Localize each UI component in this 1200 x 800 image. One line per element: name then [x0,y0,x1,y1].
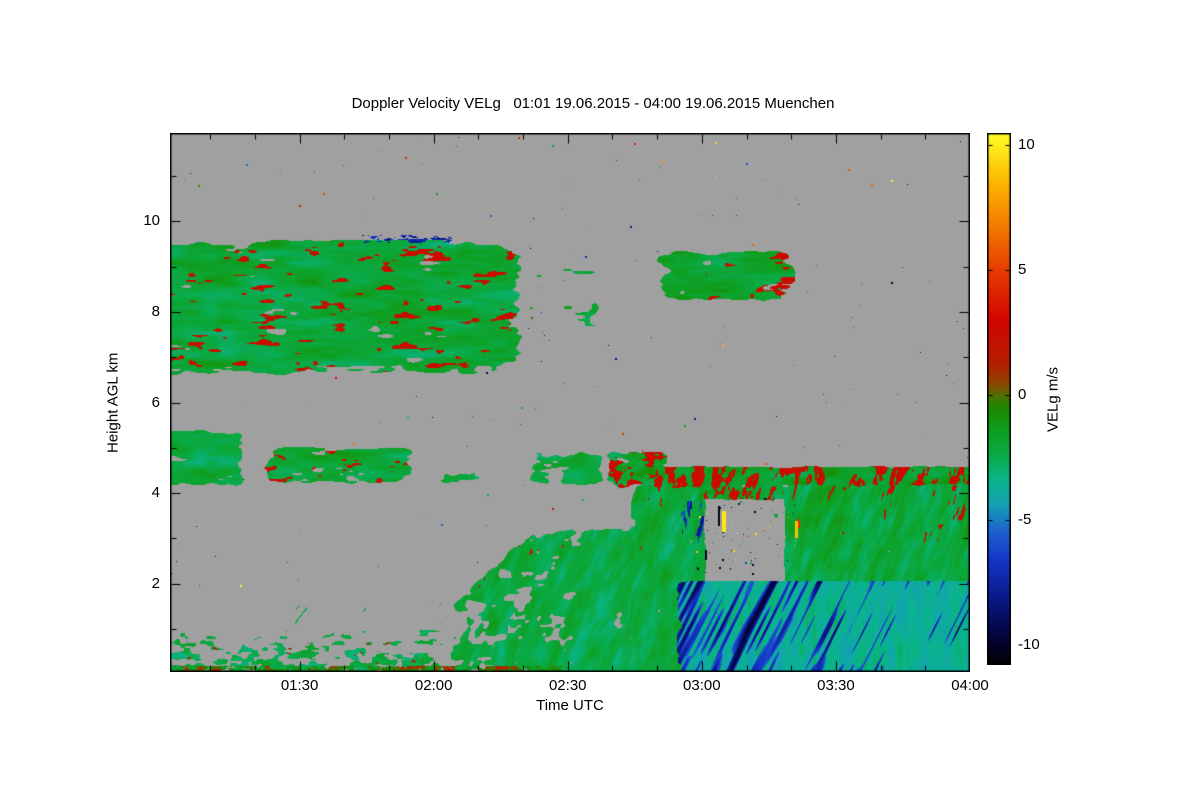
x-axis-label: Time UTC [536,697,604,714]
x-tick-label: 02:00 [414,677,453,694]
x-tick-label: 03:00 [683,677,721,694]
colorbar-tick-label: 10 [1018,136,1035,154]
heatmap-canvas [170,133,970,672]
y-axis-label: Height AGL km [104,352,122,453]
y-tick-label: 6 [151,393,160,411]
y-tick-label: 10 [143,212,160,230]
x-tick-label: 04:00 [951,677,989,694]
colorbar-tick-label: 5 [1018,261,1027,279]
y-tick-label: 8 [151,302,160,320]
colorbar-canvas [987,133,1011,665]
y-tick-label: 2 [151,574,160,592]
chart-title: Doppler Velocity VELg 01:01 19.06.2015 -… [351,95,835,112]
y-tick-label: 4 [151,484,160,502]
heatmap-plot-area [170,133,970,672]
colorbar [987,133,1011,665]
colorbar-tick-label: 0 [1018,386,1027,404]
colorbar-tick-label: -10 [1018,636,1040,654]
x-tick-label: 03:30 [817,677,855,694]
x-tick-label: 01:30 [280,677,319,694]
x-tick-label: 02:30 [548,677,587,694]
colorbar-tick-label: -5 [1018,511,1032,529]
